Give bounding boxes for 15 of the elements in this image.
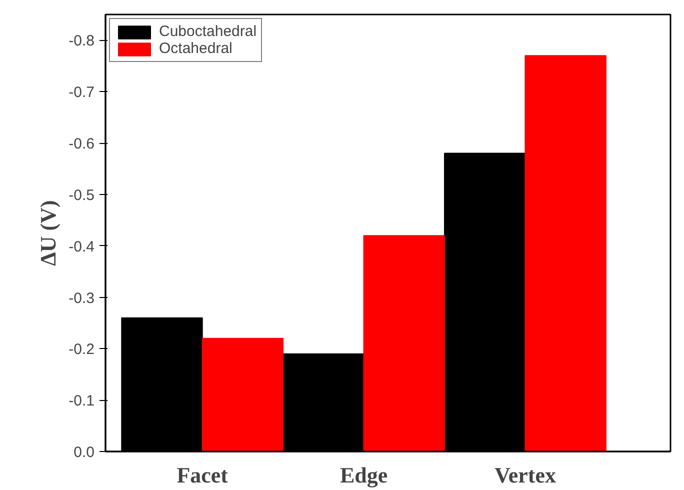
x-tick-label: Vertex: [494, 462, 556, 488]
y-tick-label: -0.6: [68, 136, 95, 153]
legend-label: Octahedral: [159, 40, 232, 57]
x-tick-label: Edge: [340, 462, 388, 488]
y-tick-label: -0.1: [68, 392, 95, 410]
y-tick-label: -0.8: [68, 32, 95, 50]
y-axis-title: ΔU (V): [36, 200, 61, 266]
y-tick-label: -0.2: [68, 341, 95, 358]
y-tick-label: -0.3: [68, 290, 95, 307]
legend-label: Cuboctahedral: [159, 23, 257, 40]
x-tick-label: Facet: [176, 462, 229, 488]
y-tick-label: -0.5: [68, 186, 95, 204]
y-tick-label: -0.4: [68, 238, 95, 256]
y-tick-label: -0.7: [68, 84, 95, 102]
y-tick-label: 0.0: [74, 444, 95, 461]
